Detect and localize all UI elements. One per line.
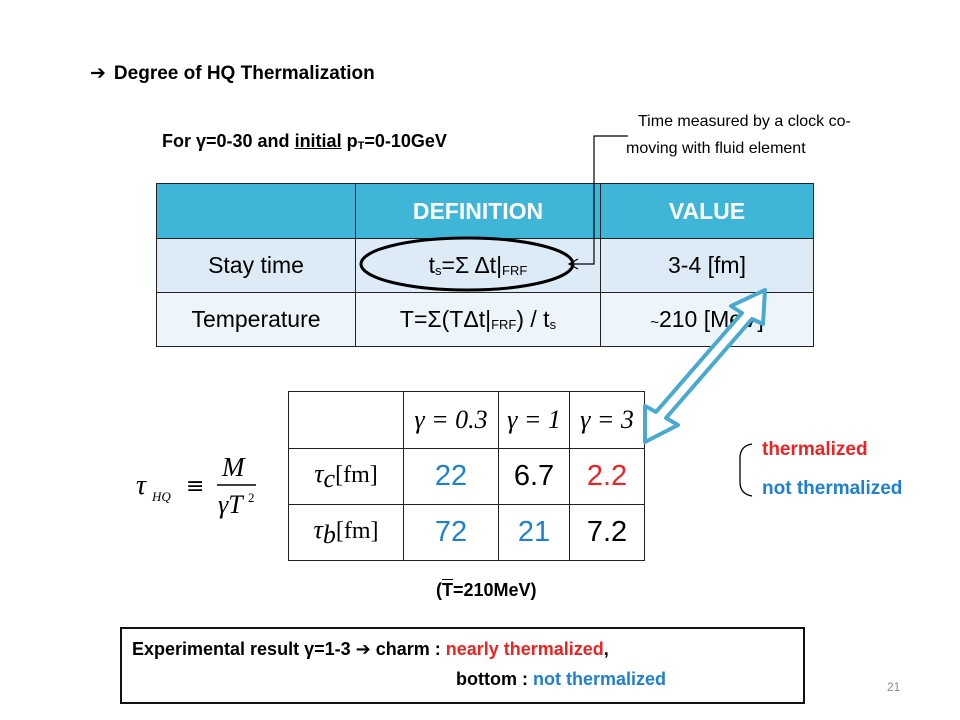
tau-b-value: 21 [498,504,570,561]
row-definition: T=Σ(TΔt|FRF) / ts [355,292,601,347]
definition-table: DEFINITION VALUE Stay time ts=Σ Δt|FRF 3… [156,183,814,347]
right-arrow-icon: ➔ [355,639,371,660]
tau-c-value: 22 [403,448,499,505]
page-number: 21 [887,680,901,694]
clock-note-line2: moving with fluid element [626,140,806,157]
legend-bracket-icon [739,443,753,497]
svg-text:≡: ≡ [186,474,204,499]
definition-table-header: DEFINITION VALUE [156,183,814,239]
row-label: Temperature [156,292,356,347]
table-row: τb[fm] 72 21 7.2 [288,504,645,561]
legend-not-thermalized: not thermalized [762,478,903,499]
svg-text:2: 2 [248,490,255,505]
clock-note: Time measured by a clock co- moving with… [626,108,936,162]
subtitle-underlined: initial [294,131,342,151]
legend-thermalized: thermalized [762,439,868,460]
svg-text:M: M [221,452,246,482]
tau-b-value: 72 [403,504,499,561]
slide-heading: ➔ Degree of HQ Thermalization [90,62,375,85]
corner-cell [288,391,404,449]
table-row: Temperature T=Σ(TΔt|FRF) / ts ~210 [MeV] [156,292,814,347]
subtitle-sub: T [357,140,365,152]
subtitle-suffix: =0-10GeV [364,131,447,151]
callout-arrowhead-icon [567,258,579,270]
header-definition: DEFINITION [355,183,601,239]
double-arrow-icon [643,288,767,444]
row-definition: ts=Σ Δt|FRF [355,238,601,293]
heading-text: Degree of HQ Thermalization [113,63,375,84]
tau-formula: τ HQ ≡ M γT 2 [132,446,262,531]
subtitle-prefix: For γ=0-30 and [162,131,295,151]
clock-note-line1: Time measured by a clock co- [638,113,851,130]
conclusion-line1: Experimental result γ=1-3 ➔ charm : near… [132,639,609,660]
highlight-ellipse [359,236,575,292]
right-arrow-icon: ➔ [90,62,106,84]
table-row: Stay time ts=Σ Δt|FRF 3-4 [fm] [156,238,814,293]
gamma-header: γ = 1 [498,391,570,449]
callout-line [570,135,628,265]
svg-text:γT: γT [218,490,244,519]
tau-table: γ = 0.3 γ = 1 γ = 3 τc[fm] 22 6.7 2.2 τb… [288,391,645,561]
header-value: VALUE [600,183,814,239]
tau-table-header: γ = 0.3 γ = 1 γ = 3 [288,391,645,449]
temperature-note: (T=210MeV) [436,580,537,600]
row-label: Stay time [156,238,356,293]
conclusion-box: Experimental result γ=1-3 ➔ charm : near… [120,627,805,704]
svg-text:HQ: HQ [151,489,171,504]
row-value: 3-4 [fm] [600,238,814,293]
header-empty [156,183,356,239]
tau-b-value: 7.2 [569,504,645,561]
conclusion-line2: bottom : not thermalized [456,669,666,689]
gamma-header: γ = 0.3 [403,391,499,449]
tau-formula-graphic: τ HQ ≡ M γT 2 [136,452,256,519]
svg-text:τ: τ [136,470,147,501]
subtitle-p: p [341,131,358,151]
subtitle: For γ=0-30 and initial pT=0-10GeV [162,131,447,152]
